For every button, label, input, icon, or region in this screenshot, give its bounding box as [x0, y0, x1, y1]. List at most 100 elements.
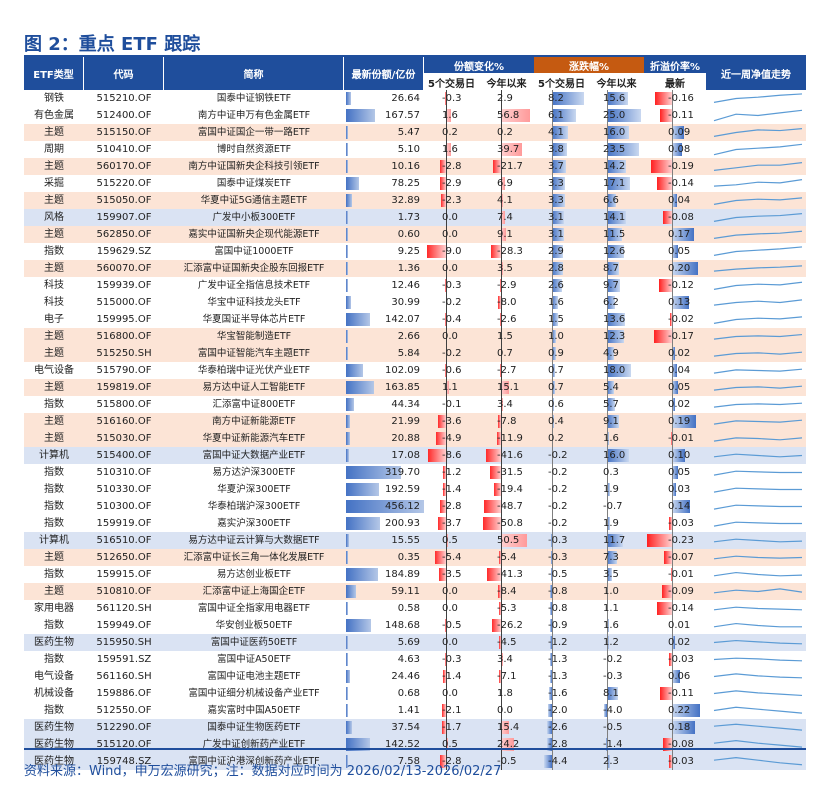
share-bar — [346, 687, 348, 700]
scy-bar — [499, 279, 501, 292]
etf-code-cell: 515220.OF — [96, 178, 152, 189]
pcy-bar — [607, 755, 611, 768]
share-bar — [346, 432, 350, 445]
etf-code-cell: 159819.OF — [96, 382, 152, 393]
scy-bar — [500, 364, 501, 377]
table-row: 主题 515030.OF 华夏中证新能源汽车ETF 20.88 -4.9 -11.9 0.2… — [24, 430, 806, 447]
table-row: 主题 516800.OF 华宝智能制造ETF 2.66 0.0 1.5 1.0 12.3 -0.… — [24, 328, 806, 345]
share-value-cell: 102.09 — [385, 365, 420, 376]
pc5-bar — [552, 160, 567, 173]
table-row: 医药生物 515120.OF 广发中证创新药产业ETF 142.52 0.5 24.2 -2… — [24, 736, 806, 753]
share-value-cell: 1.73 — [397, 212, 420, 223]
axis-line — [672, 277, 673, 294]
sc5-bar — [440, 755, 446, 768]
nav-sparkline — [713, 437, 803, 442]
sc5-bar — [446, 143, 451, 156]
share-bar — [346, 704, 348, 717]
sc5-value-cell: 0.0 — [442, 263, 458, 274]
axis-line — [501, 175, 502, 192]
axis-line — [672, 583, 673, 600]
row-background — [24, 617, 806, 634]
nav-sparkline — [713, 723, 803, 731]
etf-type-cell: 医药生物 — [34, 722, 74, 733]
prem-value-cell: 0.10 — [668, 450, 691, 461]
etf-code-cell: 515000.OF — [96, 297, 152, 308]
pcy-value-cell: 9.1 — [603, 416, 619, 427]
axis-line — [552, 600, 553, 617]
subheader-price-5d: 5个交易日 — [534, 74, 589, 90]
axis-line — [672, 532, 673, 549]
table-row: 主题 512650.OF 汇添富中证长三角一体化发展ETF 0.35 -5.4 -5.4 -… — [24, 549, 806, 566]
share-bar — [346, 602, 348, 615]
share-value-cell: 24.46 — [391, 671, 420, 682]
share-bar — [346, 228, 348, 241]
axis-line — [501, 447, 502, 464]
axis-line — [672, 175, 673, 192]
table-row: 主题 560170.OF 南方中证国新央企科技引领ETF 10.16 -2.8 -21.7… — [24, 158, 806, 175]
pcy-value-cell: -0.3 — [603, 671, 623, 682]
axis-line — [446, 294, 447, 311]
etf-code-cell: 515790.OF — [96, 365, 152, 376]
prem-bar — [659, 279, 672, 292]
axis-line — [501, 617, 502, 634]
axis-line — [446, 668, 447, 685]
prem-bar — [660, 687, 672, 700]
pc5-value-cell: 6.1 — [548, 110, 564, 121]
axis-line — [672, 345, 673, 362]
prem-value-cell: 0.14 — [668, 501, 691, 512]
axis-line — [672, 736, 673, 753]
scy-bar — [501, 228, 506, 241]
axis-line — [607, 243, 608, 260]
scy-value-cell: 3.4 — [497, 399, 513, 410]
nav-sparkline — [713, 504, 802, 510]
share-value-cell: 32.89 — [391, 195, 420, 206]
nav-sparkline — [713, 487, 802, 493]
prem-bar — [672, 398, 675, 411]
share-value-cell: 21.99 — [391, 416, 420, 427]
pc5-bar — [550, 619, 552, 632]
share-bar — [346, 653, 348, 666]
pcy-value-cell: 1.9 — [603, 484, 619, 495]
axis-line — [672, 396, 673, 413]
scy-bar — [501, 534, 528, 547]
pc5-bar — [552, 143, 567, 156]
etf-code-cell: 512400.OF — [96, 110, 152, 121]
pc5-value-cell: 1.6 — [548, 297, 564, 308]
nav-sparkline — [713, 197, 803, 205]
axis-line — [501, 243, 502, 260]
axis-line — [607, 668, 608, 685]
pc5-value-cell: -2.8 — [548, 739, 568, 750]
prem-bar — [668, 755, 672, 768]
nav-sparkline — [713, 179, 803, 187]
pcy-bar — [607, 313, 626, 326]
etf-type-cell: 科技 — [44, 280, 64, 291]
share-bar — [346, 755, 348, 768]
etf-code-cell: 516800.OF — [96, 331, 152, 342]
table-row: 指数 510310.OF 易方达沪深300ETF 319.70 -1.2 -31.5 -0.… — [24, 464, 806, 481]
sparkline-path — [713, 538, 803, 543]
pc5-value-cell: -1.2 — [548, 637, 568, 648]
pc5-value-cell: -0.9 — [548, 620, 568, 631]
pcy-value-cell: 15.6 — [603, 93, 626, 104]
axis-line — [446, 753, 447, 770]
sc5-value-cell: 1.6 — [442, 144, 458, 155]
axis-line — [446, 396, 447, 413]
prem-bar — [672, 415, 697, 428]
scy-value-cell: 1.8 — [497, 688, 513, 699]
axis-line — [501, 413, 502, 430]
pc5-value-cell: -1.6 — [548, 688, 568, 699]
etf-code-cell: 159915.OF — [96, 569, 152, 580]
pcy-bar — [607, 568, 612, 581]
pcy-value-cell: 23.5 — [603, 144, 626, 155]
prem-bar — [672, 636, 675, 649]
axis-line — [607, 277, 608, 294]
axis-line — [607, 702, 608, 719]
axis-line — [501, 260, 502, 277]
prem-value-cell: 0.19 — [668, 416, 691, 427]
share-value-cell: 5.10 — [397, 144, 420, 155]
prem-bar — [654, 92, 672, 105]
sparkline-path — [713, 333, 803, 340]
nav-sparkline — [713, 453, 803, 458]
prem-bar — [672, 262, 698, 275]
share-value-cell: 2.66 — [397, 331, 420, 342]
